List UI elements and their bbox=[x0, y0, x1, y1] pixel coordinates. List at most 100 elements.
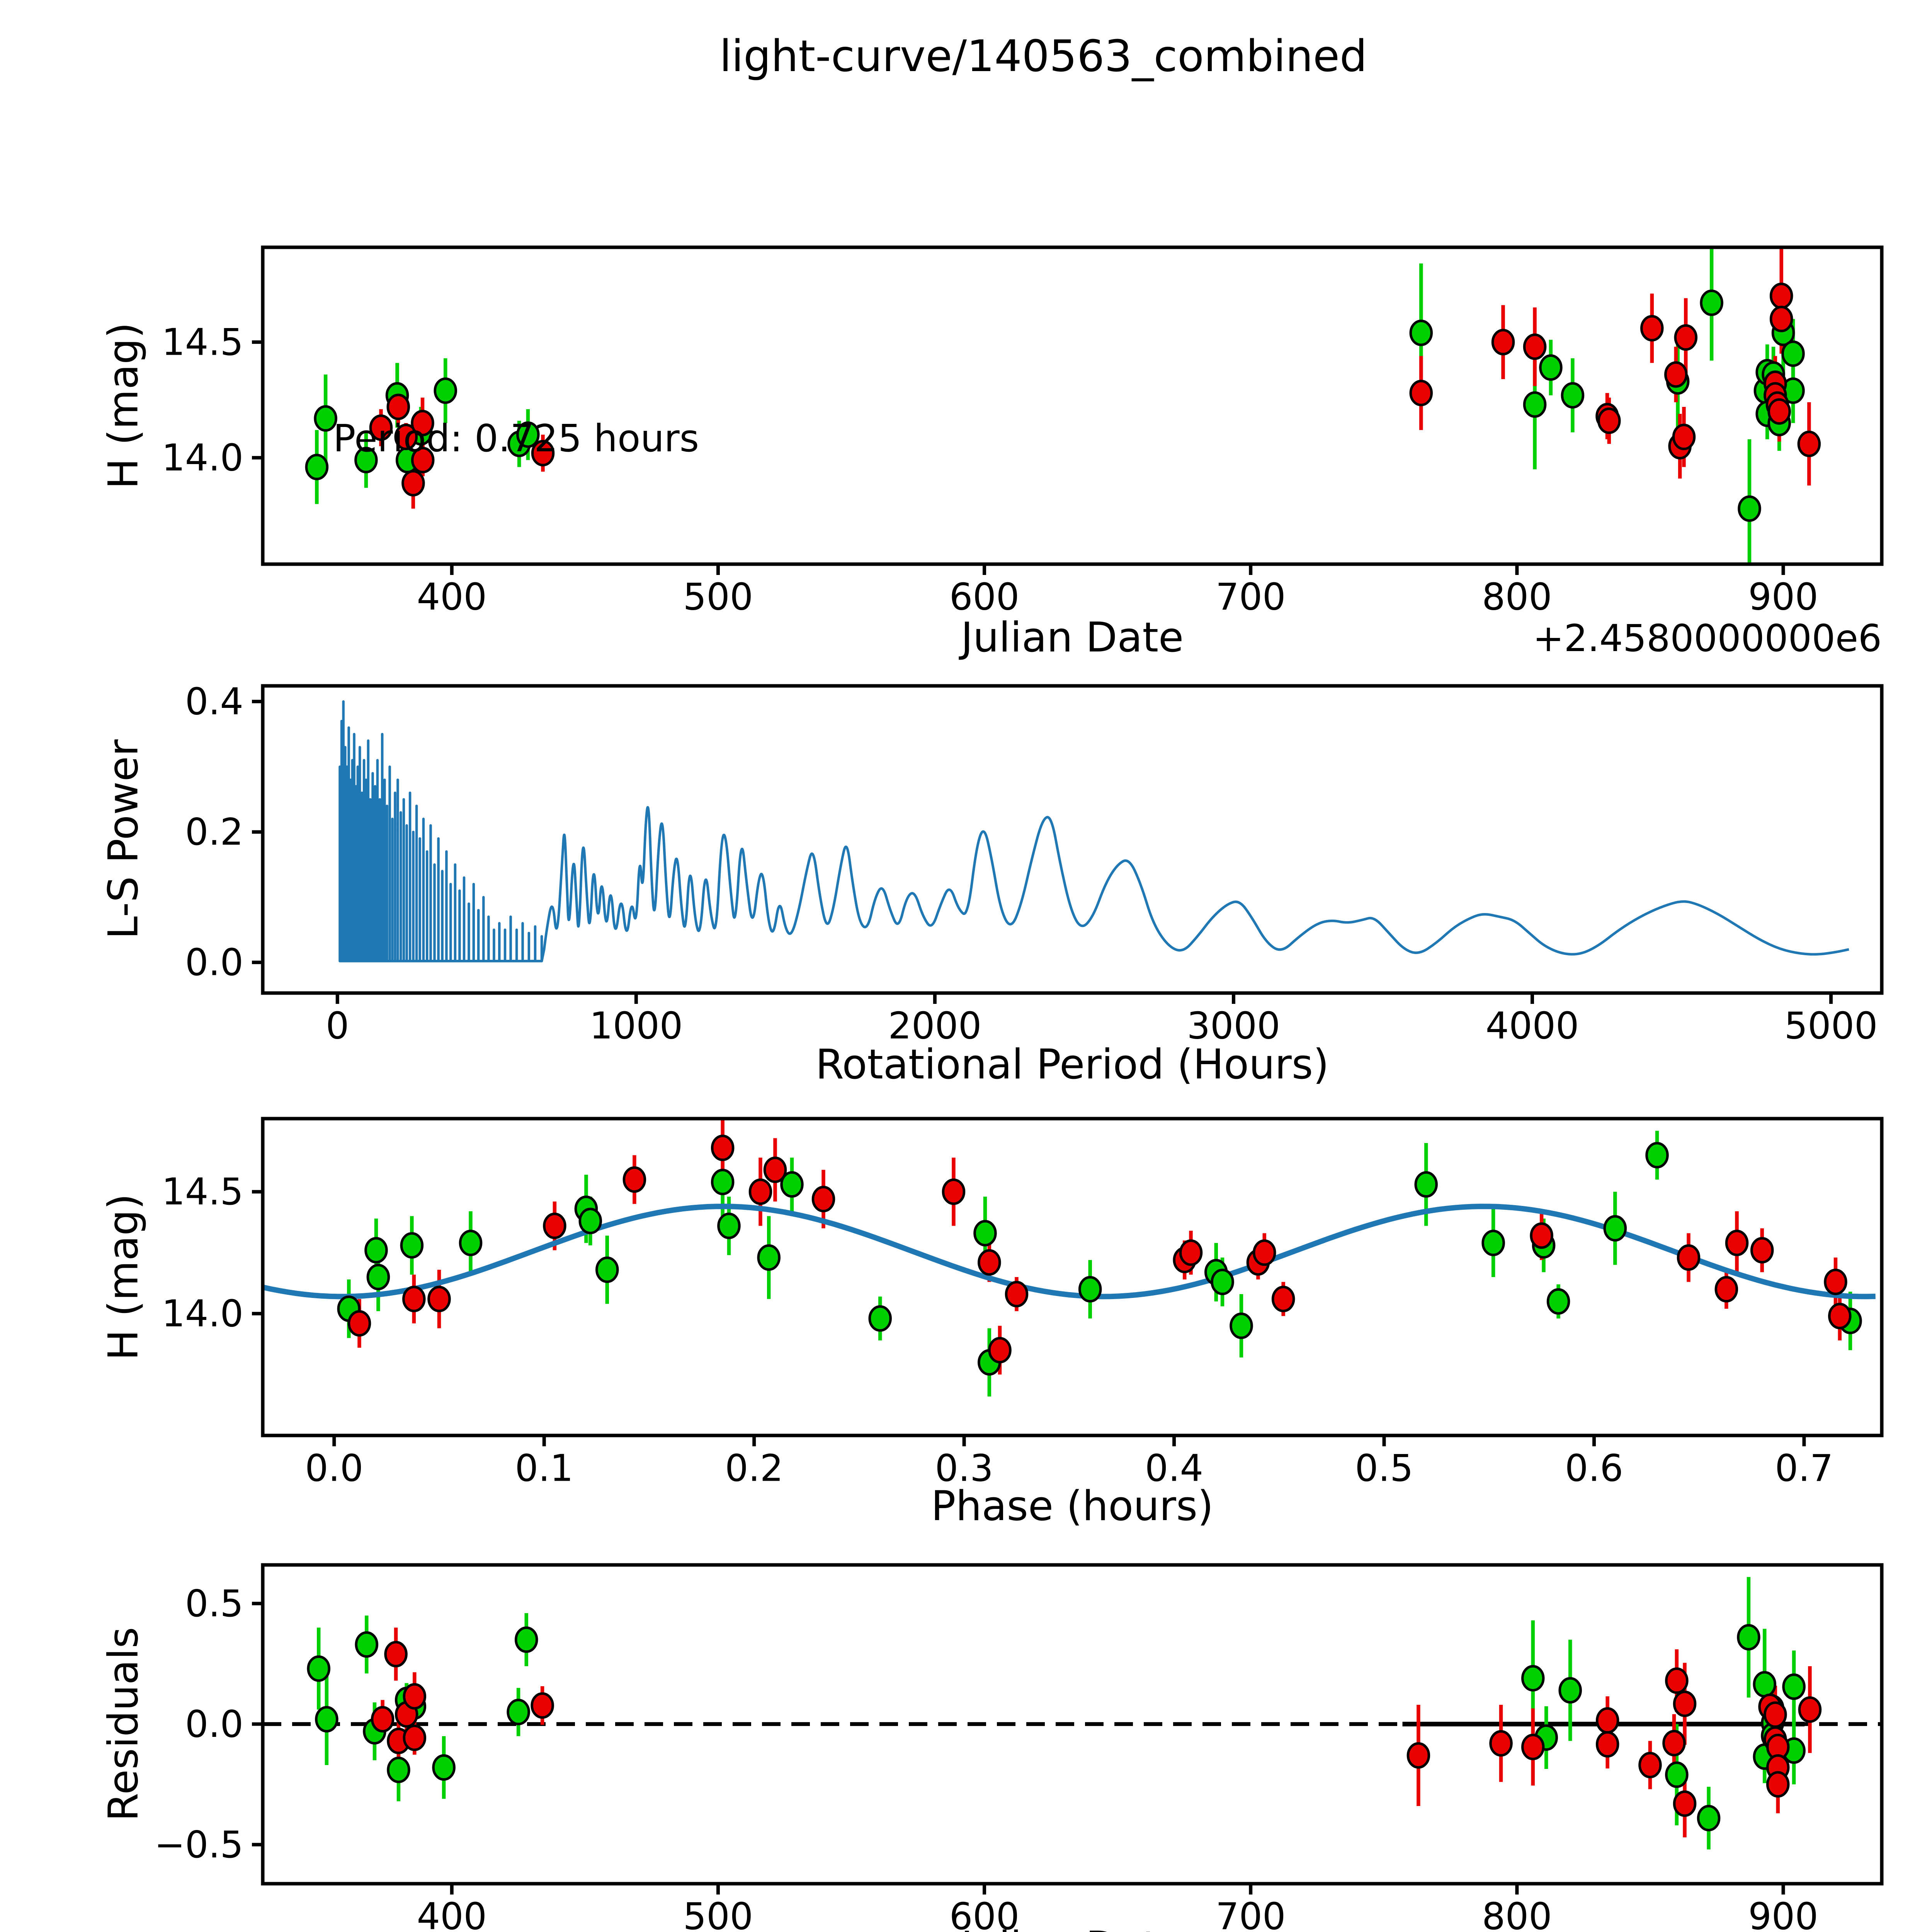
data-point bbox=[1414, 1171, 1438, 1198]
data-point bbox=[748, 1178, 772, 1205]
data-point bbox=[1638, 1752, 1662, 1779]
x-tick-label: 0 bbox=[326, 1005, 349, 1048]
data-point bbox=[1797, 430, 1821, 457]
data-point bbox=[1781, 340, 1805, 367]
green-markers bbox=[305, 289, 1805, 522]
data-point bbox=[1769, 306, 1793, 332]
x-tick-label: 3000 bbox=[1187, 1005, 1281, 1048]
data-point bbox=[459, 1230, 483, 1256]
red-markers bbox=[369, 282, 1821, 497]
y-tick-label: 0.0 bbox=[185, 942, 243, 984]
panel-jd-lightcurve: 400 500 600 700 800 900 14.0 14.5 bbox=[162, 245, 1884, 619]
data-point bbox=[780, 1171, 804, 1198]
data-point bbox=[1753, 1671, 1777, 1698]
data-point bbox=[1767, 398, 1791, 425]
panel2-ylabel: L-S Power bbox=[99, 739, 147, 939]
green-error-bars bbox=[347, 1131, 1852, 1397]
data-point bbox=[1738, 495, 1761, 522]
data-point bbox=[543, 1213, 566, 1239]
data-point bbox=[1530, 1222, 1553, 1249]
data-point bbox=[1665, 1667, 1689, 1694]
plot-area bbox=[305, 247, 1821, 564]
data-point bbox=[384, 1641, 408, 1668]
axes-spines bbox=[261, 245, 1884, 566]
panel2-xlabel: Rotational Period (Hours) bbox=[815, 1041, 1329, 1088]
y-tick-label: 14.5 bbox=[162, 321, 243, 364]
data-point bbox=[1750, 1237, 1774, 1264]
x-tick-label: 0.2 bbox=[725, 1447, 783, 1490]
y-tick-label: 0.4 bbox=[185, 681, 243, 723]
data-point bbox=[1798, 1696, 1822, 1723]
data-point bbox=[1491, 329, 1515, 355]
data-point bbox=[1597, 407, 1621, 434]
x-tick-label: 4000 bbox=[1486, 1005, 1579, 1048]
red-markers bbox=[371, 1641, 1822, 1817]
panel1-xlabel: Julian Date bbox=[961, 614, 1184, 661]
data-point bbox=[1640, 315, 1664, 342]
data-point bbox=[1766, 1771, 1790, 1798]
data-point bbox=[711, 1134, 735, 1161]
data-point bbox=[973, 1220, 997, 1247]
data-point bbox=[1211, 1269, 1234, 1295]
data-point bbox=[507, 1699, 530, 1725]
data-point bbox=[1697, 1805, 1721, 1832]
data-point bbox=[942, 1178, 966, 1205]
data-point bbox=[1595, 1731, 1619, 1758]
data-point bbox=[1595, 1707, 1619, 1734]
x-tick-label: 500 bbox=[683, 1896, 753, 1932]
panel3-xlabel: Phase (hours) bbox=[931, 1482, 1214, 1530]
data-point bbox=[401, 470, 425, 497]
data-point bbox=[366, 1264, 390, 1291]
red-error-bars bbox=[381, 1628, 1812, 1838]
data-point bbox=[757, 1244, 781, 1271]
data-point bbox=[1521, 1733, 1545, 1760]
data-point bbox=[531, 440, 555, 466]
x-tick-label: 400 bbox=[417, 1896, 487, 1932]
x-tick-label: 900 bbox=[1748, 576, 1818, 619]
red-error-bars bbox=[357, 1119, 1842, 1375]
data-point bbox=[432, 1754, 456, 1781]
green-markers bbox=[307, 1624, 1806, 1832]
data-point bbox=[364, 1237, 388, 1264]
y-tick-label: 14.0 bbox=[162, 437, 243, 480]
data-point bbox=[763, 1156, 787, 1183]
data-point bbox=[1677, 1244, 1701, 1271]
data-point bbox=[394, 423, 418, 451]
plot-area bbox=[338, 700, 1849, 963]
data-point bbox=[355, 1631, 379, 1658]
data-point bbox=[371, 1706, 395, 1733]
data-point bbox=[1603, 1215, 1627, 1242]
data-point bbox=[386, 393, 410, 420]
plot-area bbox=[263, 1577, 1882, 1850]
panel-periodogram: 0 1000 2000 3000 4000 5000 0.0 0.2 0.4 bbox=[185, 681, 1884, 1048]
axes-spines bbox=[261, 1117, 1884, 1437]
data-point bbox=[1673, 1690, 1697, 1717]
data-point bbox=[354, 447, 378, 473]
data-point bbox=[531, 1692, 554, 1719]
data-point bbox=[988, 1337, 1012, 1364]
green-markers bbox=[337, 1142, 1862, 1376]
data-point bbox=[868, 1305, 892, 1332]
data-point bbox=[1700, 289, 1723, 316]
data-point bbox=[1005, 1281, 1029, 1308]
data-point bbox=[1828, 1303, 1852, 1330]
data-point bbox=[1521, 1665, 1545, 1692]
x-tick-label: 0.1 bbox=[515, 1447, 573, 1490]
ticks: 400 500 600 700 800 900 −0.5 0.0 0.5 bbox=[154, 1583, 1818, 1932]
x-tick-label: 600 bbox=[949, 1896, 1019, 1932]
x-tick-label: 400 bbox=[417, 576, 487, 619]
data-point bbox=[1489, 1730, 1513, 1757]
data-point bbox=[1725, 1230, 1749, 1256]
y-tick-label: 0.0 bbox=[185, 1703, 243, 1746]
x-tick-label: 700 bbox=[1216, 576, 1286, 619]
data-point bbox=[578, 1208, 602, 1235]
data-point bbox=[622, 1166, 646, 1193]
data-point bbox=[369, 414, 393, 441]
y-tick-label: 0.5 bbox=[185, 1583, 243, 1625]
x-tick-label: 800 bbox=[1482, 1896, 1552, 1932]
x-tick-label: 500 bbox=[683, 576, 753, 619]
data-point bbox=[1523, 391, 1547, 418]
data-point bbox=[1674, 324, 1698, 351]
data-point bbox=[305, 454, 329, 480]
